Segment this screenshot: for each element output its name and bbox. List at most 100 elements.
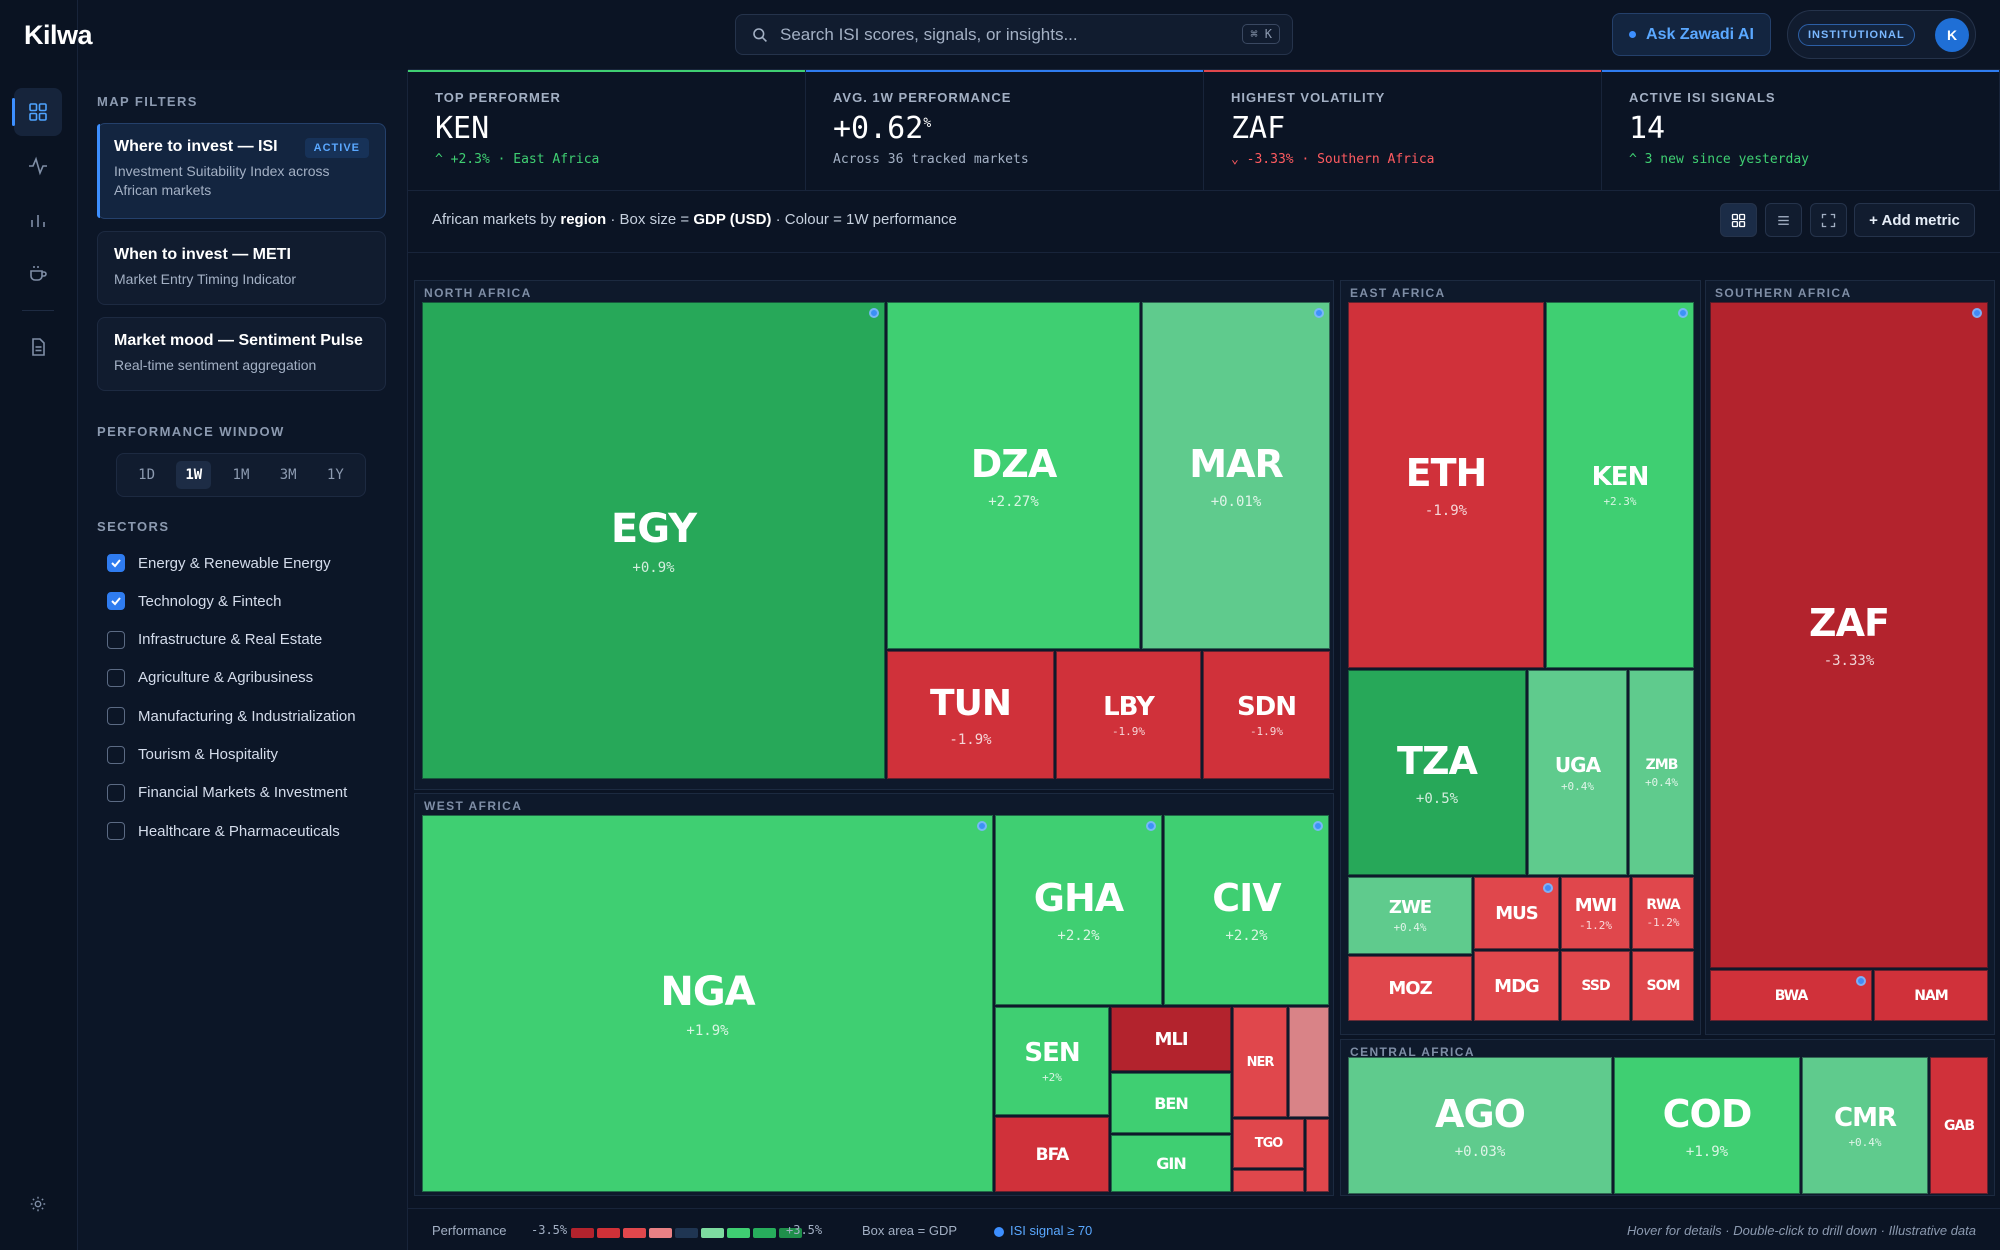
country-tile-sdn[interactable]: SDN -1.9% [1203, 651, 1330, 779]
country-tile-moz[interactable]: MOZ [1348, 956, 1472, 1021]
country-tile-civ[interactable]: CIV +2.2% [1164, 815, 1329, 1005]
kpi-value: 14 [1629, 111, 1972, 146]
ask-ai-button[interactable]: Ask Zawadi AI [1612, 13, 1771, 56]
document-icon[interactable] [14, 323, 62, 371]
country-tile-tgo[interactable]: TGO [1233, 1119, 1304, 1168]
checked-icon[interactable] [107, 592, 125, 611]
country-tile-mwi[interactable]: MWI -1.2% [1561, 877, 1630, 949]
checked-icon[interactable] [107, 554, 125, 572]
map-filters-title: MAP FILTERS [97, 94, 198, 109]
tile-code: COD [1662, 1091, 1753, 1136]
legend-max: +3.5% [786, 1223, 823, 1237]
filter-card-isi[interactable]: Where to invest — ISI Investment Suitabi… [97, 123, 386, 219]
tile-code: EGY [610, 505, 697, 552]
performance-window-title: PERFORMANCE WINDOW [97, 424, 285, 439]
isi-signal-dot-icon [1314, 308, 1324, 318]
window-3m[interactable]: 3M [279, 467, 297, 483]
country-tile-eth[interactable]: ETH -1.9% [1348, 302, 1544, 668]
country-tile-mli[interactable]: MLI [1111, 1007, 1231, 1071]
sector-checkbox[interactable]: Financial Markets & Investment [107, 783, 347, 802]
unchecked-icon[interactable] [107, 707, 125, 726]
app-logo[interactable]: Kilwa [24, 20, 93, 50]
country-tile-nga[interactable]: NGA +1.9% [422, 815, 993, 1192]
legend-performance-label: Performance [432, 1223, 507, 1238]
window-1w[interactable]: 1W [176, 461, 212, 489]
country-tile-zaf[interactable]: ZAF -3.33% [1710, 302, 1988, 968]
unchecked-icon[interactable] [107, 745, 125, 764]
unchecked-icon[interactable] [107, 668, 125, 687]
country-tile-small[interactable] [1233, 1170, 1304, 1192]
tile-code: MWI [1574, 894, 1617, 916]
window-1d[interactable]: 1D [138, 467, 156, 483]
region-label: NORTH AFRICA [424, 286, 532, 300]
country-tile-uga[interactable]: UGA +0.4% [1528, 670, 1627, 875]
country-tile-gin[interactable]: GIN [1111, 1135, 1231, 1192]
sector-checkbox[interactable]: Agriculture & Agribusiness [107, 668, 313, 687]
country-tile-tun[interactable]: TUN -1.9% [887, 651, 1054, 779]
avatar[interactable]: K [1935, 18, 1969, 52]
country-tile-ago[interactable]: AGO +0.03% [1348, 1057, 1612, 1194]
country-tile-cmr[interactable]: CMR +0.4% [1802, 1057, 1928, 1194]
country-tile-small[interactable] [1306, 1119, 1329, 1192]
country-tile-zwe[interactable]: ZWE +0.4% [1348, 877, 1472, 954]
country-tile-zmb[interactable]: ZMB +0.4% [1629, 670, 1694, 875]
sector-checkbox[interactable]: Healthcare & Pharmaceuticals [107, 822, 340, 841]
tile-performance: +2.2% [1057, 928, 1100, 944]
bar-chart-icon[interactable] [14, 196, 62, 244]
sector-checkbox[interactable]: Energy & Renewable Energy [107, 554, 331, 572]
country-tile-gha[interactable]: GHA +2.2% [995, 815, 1162, 1005]
unchecked-icon[interactable] [107, 822, 125, 841]
country-tile-ben[interactable]: BEN [1111, 1073, 1231, 1133]
tile-code: TGO [1254, 1136, 1284, 1151]
country-tile-bfa[interactable]: BFA [995, 1117, 1109, 1192]
country-tile-sen[interactable]: SEN +2% [995, 1007, 1109, 1115]
country-tile-som[interactable]: SOM [1632, 951, 1694, 1021]
account-menu[interactable]: INSTITUTIONAL K [1787, 10, 1976, 59]
country-tile-tza[interactable]: TZA +0.5% [1348, 670, 1526, 875]
settings-icon[interactable] [14, 1180, 62, 1228]
tile-code: MAR [1189, 441, 1283, 486]
tile-performance: -1.2% [1646, 916, 1680, 929]
country-tile-cod[interactable]: COD +1.9% [1614, 1057, 1800, 1194]
tile-code: SDN [1236, 692, 1297, 722]
country-tile-nam[interactable]: NAM [1874, 970, 1988, 1021]
signal-dot-icon [994, 1227, 1004, 1237]
window-1m[interactable]: 1M [232, 467, 250, 483]
grid-icon[interactable] [12, 88, 62, 136]
tile-performance: +1.9% [686, 1022, 729, 1039]
kpi-sub: ⌄ -3.33% · Southern Africa [1231, 152, 1435, 167]
unchecked-icon[interactable] [107, 630, 125, 649]
search-input[interactable] [780, 24, 1220, 45]
country-tile-mus[interactable]: MUS [1474, 877, 1559, 949]
fullscreen-button[interactable] [1810, 203, 1847, 237]
sector-checkbox[interactable]: Technology & Fintech [107, 592, 281, 611]
filter-card-sentiment[interactable]: Market mood — Sentiment Pulse Real-time … [97, 317, 386, 391]
country-tile-lby[interactable]: LBY -1.9% [1056, 651, 1201, 779]
country-tile-small[interactable] [1289, 1007, 1329, 1117]
sector-checkbox[interactable]: Manufacturing & Industrialization [107, 707, 356, 726]
country-tile-gab[interactable]: GAB [1930, 1057, 1988, 1194]
country-tile-ner[interactable]: NER [1233, 1007, 1287, 1117]
country-tile-ssd[interactable]: SSD [1561, 951, 1630, 1021]
country-tile-bwa[interactable]: BWA [1710, 970, 1872, 1021]
grid-view-button[interactable] [1720, 203, 1757, 237]
country-tile-dza[interactable]: DZA +2.27% [887, 302, 1140, 649]
country-tile-mdg[interactable]: MDG [1474, 951, 1559, 1021]
caption-region: region [560, 211, 607, 228]
country-tile-mar[interactable]: MAR +0.01% [1142, 302, 1330, 649]
sector-checkbox[interactable]: Infrastructure & Real Estate [107, 630, 322, 649]
filter-card-meti[interactable]: When to invest — METI Market Entry Timin… [97, 231, 386, 305]
country-tile-ken[interactable]: KEN +2.3% [1546, 302, 1694, 668]
list-view-button[interactable] [1765, 203, 1802, 237]
window-1y[interactable]: 1Y [326, 467, 344, 483]
country-tile-egy[interactable]: EGY +0.9% [422, 302, 885, 779]
add-metric-button[interactable]: + Add metric [1854, 203, 1975, 237]
legend-swatch [779, 1227, 802, 1238]
unchecked-icon[interactable] [107, 783, 125, 802]
pulse-icon[interactable] [14, 142, 62, 190]
kpi-value-text: +0.62 [833, 111, 924, 146]
country-tile-rwa[interactable]: RWA -1.2% [1632, 877, 1694, 949]
legend-signal: ISI signal ≥ 70 [1010, 1223, 1093, 1238]
cup-icon[interactable] [14, 250, 62, 298]
sector-checkbox[interactable]: Tourism & Hospitality [107, 745, 278, 764]
